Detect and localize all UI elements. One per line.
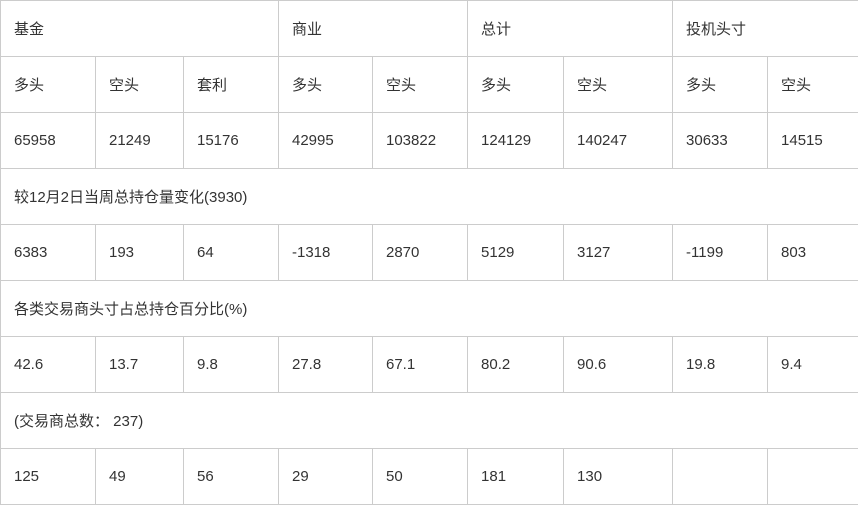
table-cell: 42995 <box>278 112 373 169</box>
table-cell: 56 <box>183 448 279 505</box>
group-header-total: 总计 <box>467 0 674 57</box>
col-header-fund-long: 多头 <box>0 56 96 113</box>
col-header-fund-spread: 套利 <box>183 56 279 113</box>
table-cell: 19.8 <box>672 336 769 393</box>
table-cell: 42.6 <box>0 336 96 393</box>
table-cell: 90.6 <box>563 336 674 393</box>
table-cell: 125 <box>0 448 96 505</box>
table-cell: 14515 <box>767 112 858 169</box>
percent-caption: 各类交易商头寸占总持仓百分比(%) <box>0 280 858 337</box>
table-cell: 9.8 <box>183 336 279 393</box>
table-cell: 6383 <box>0 224 96 281</box>
table-cell: 27.8 <box>278 336 373 393</box>
table-cell: 5129 <box>467 224 565 281</box>
table-cell: 29 <box>278 448 373 505</box>
col-header-fund-short: 空头 <box>95 56 184 113</box>
table-cell: 13.7 <box>95 336 184 393</box>
table-cell: 50 <box>371 448 469 505</box>
group-header-row: 基金 商业 总计 投机头寸 <box>0 0 858 57</box>
table-cell: 130 <box>563 448 674 505</box>
sub-header-row: 多头 空头 套利 多头 空头 多头 空头 多头 空头 <box>0 56 858 113</box>
changes-row: 6383 193 64 -1318 2870 5129 3127 -1199 8… <box>0 224 858 281</box>
col-header-spec-short: 空头 <box>767 56 858 113</box>
table-cell: 2870 <box>371 224 469 281</box>
table-cell: 803 <box>767 224 858 281</box>
change-caption: 较12月2日当周总持仓量变化(3930) <box>0 168 858 225</box>
table-cell: 80.2 <box>467 336 565 393</box>
table-cell <box>672 448 769 505</box>
group-header-speculative: 投机头寸 <box>672 0 858 57</box>
col-header-spec-long: 多头 <box>672 56 769 113</box>
table-cell: -1318 <box>278 224 373 281</box>
table-cell: 140247 <box>563 112 674 169</box>
table-cell <box>767 448 858 505</box>
table-cell: 3127 <box>563 224 674 281</box>
traders-caption-row: (交易商总数： 237) <box>0 392 858 449</box>
table-cell: 15176 <box>183 112 279 169</box>
table-cell: 9.4 <box>767 336 858 393</box>
positions-row: 65958 21249 15176 42995 103822 124129 14… <box>0 112 858 169</box>
percents-row: 42.6 13.7 9.8 27.8 67.1 80.2 90.6 19.8 9… <box>0 336 858 393</box>
table-cell: 124129 <box>467 112 565 169</box>
table-cell: 64 <box>183 224 279 281</box>
col-header-total-long: 多头 <box>467 56 565 113</box>
col-header-commercial-long: 多头 <box>278 56 373 113</box>
table-cell: 193 <box>95 224 184 281</box>
percent-caption-row: 各类交易商头寸占总持仓百分比(%) <box>0 280 858 337</box>
table-cell: 30633 <box>672 112 769 169</box>
table-cell: 21249 <box>95 112 184 169</box>
group-header-fund: 基金 <box>0 0 279 57</box>
table-cell: 103822 <box>371 112 469 169</box>
table-cell: 67.1 <box>371 336 469 393</box>
traders-caption: (交易商总数： 237) <box>0 392 858 449</box>
group-header-commercial: 商业 <box>277 0 469 57</box>
table-cell: 181 <box>467 448 565 505</box>
table-cell: -1199 <box>672 224 769 281</box>
traders-row: 125 49 56 29 50 181 130 <box>0 448 858 505</box>
change-caption-row: 较12月2日当周总持仓量变化(3930) <box>0 168 858 225</box>
table-cell: 65958 <box>0 112 96 169</box>
table-cell: 49 <box>95 448 184 505</box>
col-header-total-short: 空头 <box>563 56 674 113</box>
col-header-commercial-short: 空头 <box>371 56 469 113</box>
